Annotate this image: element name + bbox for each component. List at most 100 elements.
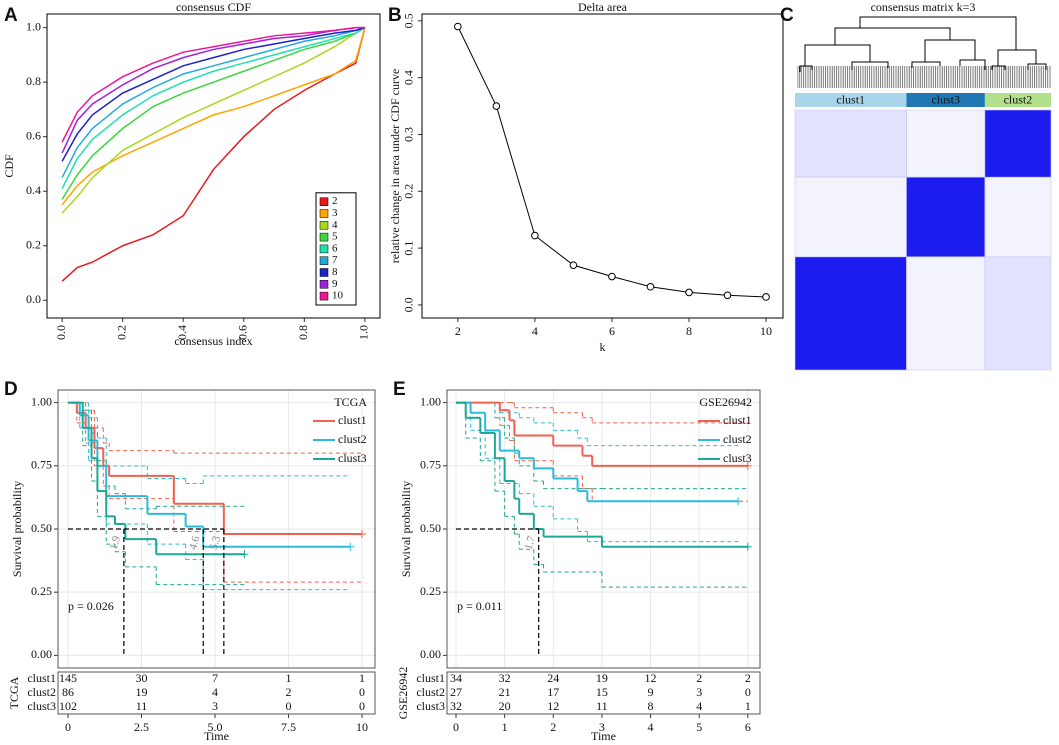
chart-title: Delta area: [578, 0, 628, 14]
risk-count: 27: [450, 685, 462, 699]
risk-count: 11: [596, 699, 608, 713]
legend-label: clust2: [723, 432, 752, 446]
point: [723, 291, 732, 300]
heatmap-cell: [984, 256, 1052, 371]
risk-count: 21: [499, 685, 511, 699]
x-axis-label: k: [600, 340, 606, 354]
x-tick-label: 7.5: [281, 720, 296, 734]
x-tick-label: 5: [696, 720, 702, 734]
legend-swatch: [319, 256, 329, 265]
legend-label: clust3: [338, 451, 367, 465]
x-tick-label: 5.0: [208, 720, 223, 734]
point: [762, 293, 770, 301]
risk-row-label: clust3: [416, 699, 445, 713]
chart-title: consensus matrix k=3: [871, 0, 976, 14]
legend-label: 5: [332, 231, 338, 243]
risk-count: 2: [696, 671, 702, 685]
legend-swatch: [319, 291, 329, 301]
risk-count: 8: [648, 699, 654, 713]
y-tick-label: 0.0: [402, 297, 416, 312]
risk-count: 19: [136, 685, 148, 699]
heatmap-cell: [794, 256, 907, 371]
series-line: [61, 26, 366, 189]
y-tick-label: 0.1: [402, 241, 416, 256]
annotation: p = 0.011: [457, 599, 502, 613]
heatmap-cell: [906, 256, 986, 371]
legend-swatch: [319, 197, 329, 206]
heatmap-cell: [794, 176, 907, 258]
cluster-label: clust2: [1004, 92, 1033, 106]
legend-label: clust1: [338, 413, 367, 427]
legend-label: 7: [332, 254, 338, 266]
risk-count: 4: [696, 699, 702, 713]
panel-label: E: [393, 379, 406, 400]
risk-count: 12: [645, 671, 657, 685]
y-tick-label: 0.8: [26, 74, 41, 88]
x-tick-label: 4: [532, 324, 538, 338]
censor-mark: [358, 530, 367, 539]
legend-swatch: [319, 221, 329, 230]
censor-mark: [346, 542, 355, 551]
risk-table-label: TCGA: [7, 676, 21, 709]
risk-count: 11: [136, 699, 148, 713]
panel-label: C: [780, 5, 794, 26]
panel-label: D: [4, 379, 18, 400]
point: [531, 231, 539, 240]
legend-label: 2: [332, 195, 338, 207]
legend-label: clust2: [338, 432, 367, 446]
legend-title: GSE26942: [699, 395, 752, 409]
y-tick-label: 0.00: [31, 647, 52, 661]
risk-count: 0: [286, 699, 292, 713]
risk-count: 2: [745, 671, 751, 685]
risk-count: 0: [359, 685, 365, 699]
annotation: p = 0.026: [68, 599, 114, 613]
legend-swatch: [319, 209, 329, 218]
y-tick-label: 0.4: [402, 70, 416, 85]
risk-table-label: GSE26942: [396, 667, 410, 720]
risk-count: 17: [547, 685, 559, 699]
legend-title: TCGA: [334, 395, 367, 409]
risk-count: 7: [212, 671, 218, 685]
x-tick-label: 0.6: [236, 325, 250, 340]
y-axis-label: CDF: [2, 154, 16, 178]
heatmap-cell: [984, 176, 1052, 258]
x-tick-label: 2: [550, 720, 556, 734]
risk-count: 4: [212, 685, 218, 699]
x-tick-label: 0.8: [296, 325, 310, 340]
series-line: [61, 26, 366, 214]
risk-count: 0: [745, 685, 751, 699]
risk-row-label: clust3: [27, 699, 56, 713]
point: [608, 272, 616, 281]
x-tick-label: 0.4: [175, 325, 189, 340]
y-tick-label: 0.5: [402, 13, 416, 28]
y-tick-label: 0.50: [420, 521, 441, 535]
risk-count: 9: [648, 685, 654, 699]
x-tick-label: 1.0: [357, 325, 371, 340]
risk-count: 34: [450, 671, 462, 685]
y-tick-label: 1.0: [26, 19, 41, 33]
point: [454, 22, 462, 31]
risk-row-label: clust1: [416, 671, 445, 685]
x-tick-label: 2: [455, 324, 461, 338]
x-tick-label: 8: [686, 324, 692, 338]
censor-mark: [743, 542, 752, 551]
series-line: [61, 26, 366, 200]
y-axis-label: Survival probability: [399, 481, 413, 577]
median-label: 1.7: [523, 534, 538, 551]
y-tick-label: 0.4: [26, 183, 41, 197]
legend-label: 6: [332, 242, 338, 254]
risk-count: 1: [745, 699, 751, 713]
x-tick-label: 0.0: [54, 325, 68, 340]
y-tick-label: 0.2: [402, 184, 416, 199]
y-tick-label: 0.2: [26, 237, 41, 251]
heatmap-cell: [794, 109, 907, 178]
legend-label: clust1: [723, 413, 752, 427]
x-tick-label: 0: [453, 720, 459, 734]
point: [685, 288, 693, 297]
legend-label: 4: [332, 219, 338, 231]
y-tick-label: 1.00: [31, 394, 52, 408]
risk-count: 3: [696, 685, 702, 699]
plot-frame: [57, 389, 376, 669]
legend-swatch: [319, 232, 329, 242]
